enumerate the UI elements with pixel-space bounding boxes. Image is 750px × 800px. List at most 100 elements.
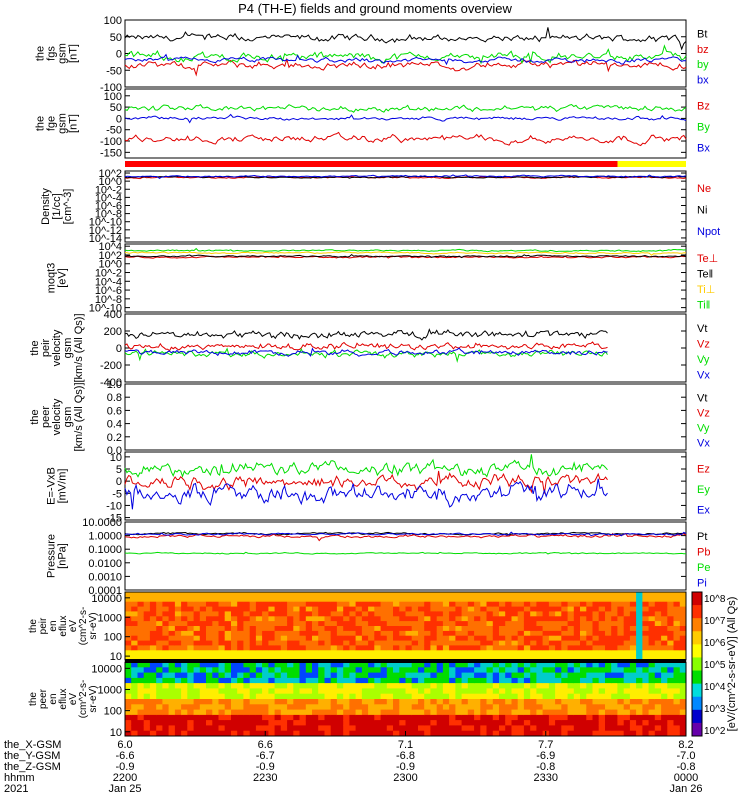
spectro-cell [617, 655, 625, 661]
spectro-cell [499, 683, 506, 689]
legend-By: By [697, 122, 710, 134]
spectro-cell [361, 611, 369, 617]
spectro-cell [598, 730, 606, 737]
spectro-cell [149, 699, 157, 705]
spectro-cell [336, 601, 344, 608]
spectro-cell [318, 725, 325, 732]
spectro-cell [480, 611, 487, 617]
spectro-cell [193, 693, 201, 700]
spectro-cell [305, 640, 313, 646]
spectro-cell [149, 730, 157, 737]
spectro-cell [455, 645, 463, 651]
spectro-cell [455, 662, 463, 668]
spectro-cell [181, 662, 188, 668]
spectro-cell [598, 683, 606, 689]
spectro-cell [642, 616, 650, 622]
spectro-cell [399, 677, 406, 684]
spectro-cell [405, 596, 413, 603]
spectro-cell [555, 693, 562, 700]
spectro-cell [617, 662, 625, 668]
spectro-cell [287, 709, 294, 716]
spectro-cell [629, 683, 637, 689]
spectro-cell [636, 704, 643, 711]
spectro-cell [598, 662, 606, 668]
spectro-cell [517, 688, 525, 695]
spectro-cell [605, 626, 612, 632]
spectro-cell [461, 645, 469, 651]
spectro-cell [523, 640, 531, 646]
spectro-cell [486, 725, 494, 732]
spectro-cell [193, 672, 201, 679]
spectro-cell [661, 630, 668, 637]
spectro-cell [231, 592, 238, 598]
spectro-cell [530, 720, 537, 726]
spectro-cell [374, 630, 381, 637]
spectro-cell [386, 626, 394, 632]
ytick-label: 10^-2 [95, 268, 122, 280]
spectro-cell [679, 672, 687, 679]
ylabel: [cm^-3] [62, 189, 74, 225]
spectro-cell [555, 704, 562, 711]
spectro-cell [199, 688, 207, 695]
spectro-cell [580, 630, 587, 637]
spectro-cell [667, 645, 674, 651]
spectro-cell [418, 645, 425, 651]
spectro-cell [237, 683, 244, 689]
series-line-Vt [124, 328, 608, 341]
spectro-cell [262, 635, 269, 642]
ytick-label: 10^-10 [89, 217, 122, 229]
spectro-cell [312, 699, 319, 705]
spectro-cell [143, 592, 151, 598]
spectro-cell [555, 683, 562, 689]
spectro-cell [212, 709, 219, 716]
spectro-cell [430, 720, 438, 726]
spectro-cell [548, 611, 556, 617]
spectro-cell [318, 730, 325, 737]
spectro-cell [605, 667, 612, 674]
spectro-cell [268, 626, 276, 632]
spectro-cell [218, 662, 226, 668]
spectro-cell [523, 616, 531, 622]
spectro-cell [274, 596, 282, 603]
spectro-cell [143, 699, 151, 705]
spectro-cell [156, 640, 163, 646]
spectro-cell [386, 621, 394, 627]
spectro-cell [218, 596, 226, 603]
spectro-cell [542, 725, 550, 732]
spectro-cell [361, 672, 369, 679]
spectro-cell [449, 677, 456, 684]
spectro-cell [486, 688, 494, 695]
spectro-cell [654, 699, 662, 705]
legend-Ti‖: Ti‖ [697, 299, 710, 311]
spectro-cell [455, 699, 463, 705]
spectro-cell [561, 672, 568, 679]
spectro-cell [505, 645, 512, 651]
spectro-cell [648, 662, 656, 668]
spectro-cell [212, 635, 219, 642]
spectro-cell [523, 704, 531, 711]
spectro-cell [580, 725, 587, 732]
spectro-cell [374, 693, 381, 700]
spectro-cell [386, 677, 394, 684]
spectro-cell [349, 704, 357, 711]
spectro-cell [212, 640, 219, 646]
spectro-cell [499, 621, 506, 627]
xtick-label: 2300 [393, 772, 417, 784]
spectro-cell [530, 677, 537, 684]
spectro-cell [212, 650, 219, 656]
spectro-cell [231, 626, 238, 632]
spectro-cell [343, 699, 350, 705]
ytick-label: -50 [106, 125, 122, 137]
spectro-cell [661, 621, 668, 627]
spectro-cell [343, 621, 350, 627]
spectro-cell [137, 616, 145, 622]
spectro-cell [393, 688, 400, 695]
spectro-cell [162, 688, 170, 695]
spectro-cell [393, 709, 400, 716]
spectro-cell [149, 677, 157, 684]
spectro-cell [580, 616, 587, 622]
spectro-cell [580, 662, 587, 668]
spectro-cell [393, 616, 400, 622]
spectro-cell [243, 709, 251, 716]
spectro-cell [530, 592, 537, 598]
